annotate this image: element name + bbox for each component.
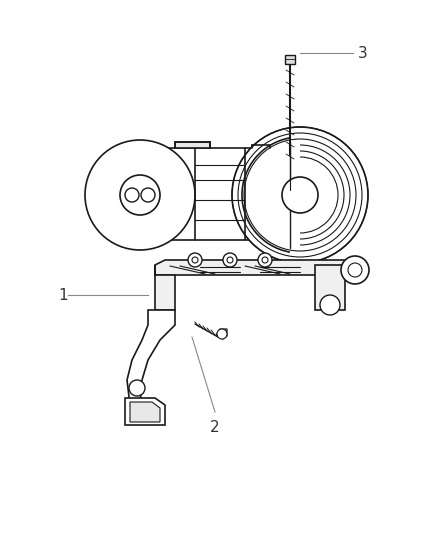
Polygon shape xyxy=(140,148,294,240)
Polygon shape xyxy=(284,55,294,64)
Circle shape xyxy=(129,380,145,396)
Circle shape xyxy=(281,177,317,213)
Polygon shape xyxy=(215,329,226,339)
Circle shape xyxy=(191,257,198,263)
Circle shape xyxy=(340,256,368,284)
Polygon shape xyxy=(175,142,209,148)
Polygon shape xyxy=(127,310,175,405)
Circle shape xyxy=(319,295,339,315)
Circle shape xyxy=(120,175,159,215)
Circle shape xyxy=(85,140,194,250)
Circle shape xyxy=(258,253,272,267)
Polygon shape xyxy=(155,265,175,310)
Polygon shape xyxy=(125,398,165,425)
Circle shape xyxy=(347,263,361,277)
Circle shape xyxy=(261,257,267,263)
Circle shape xyxy=(226,257,233,263)
Circle shape xyxy=(187,253,201,267)
Polygon shape xyxy=(155,260,359,275)
Polygon shape xyxy=(130,402,159,422)
Text: 2: 2 xyxy=(210,420,219,435)
Circle shape xyxy=(231,127,367,263)
Circle shape xyxy=(141,188,155,202)
Text: 3: 3 xyxy=(357,45,367,61)
Circle shape xyxy=(223,253,237,267)
Text: 1: 1 xyxy=(58,287,67,303)
Circle shape xyxy=(216,329,226,339)
Polygon shape xyxy=(314,265,354,310)
Circle shape xyxy=(125,188,139,202)
